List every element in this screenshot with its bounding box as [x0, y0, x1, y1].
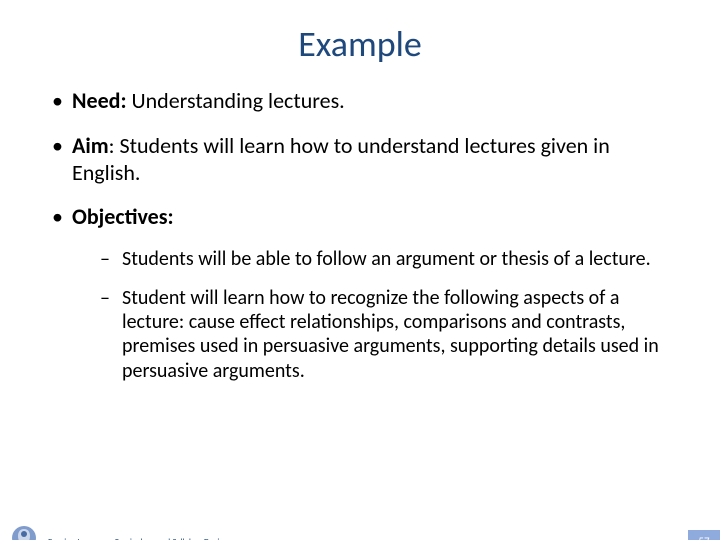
objectives-sublist: Students will be able to follow an argum…: [72, 247, 672, 383]
bullet-aim-label: Aim: [72, 132, 109, 159]
objective-item: Students will be able to follow an argum…: [100, 247, 672, 271]
bullet-aim-text: : Students will learn how to understand …: [72, 132, 610, 186]
bullet-objectives-label: Objectives:: [72, 203, 174, 230]
bullet-list: Need: Understanding lectures. Aim: Stude…: [48, 88, 672, 383]
slide-footer: Foreign Language Curriculum and Syllabus…: [0, 528, 720, 540]
bullet-need-text: Understanding lectures.: [127, 87, 345, 114]
slide: Example Need: Understanding lectures. Ai…: [0, 22, 720, 540]
bullet-aim: Aim: Students will learn how to understa…: [48, 133, 672, 187]
bullet-need: Need: Understanding lectures.: [48, 88, 672, 115]
bullet-need-label: Need:: [72, 87, 127, 114]
page-number: 57: [688, 530, 720, 540]
slide-content: Need: Understanding lectures. Aim: Stude…: [0, 88, 720, 383]
bullet-objectives: Objectives: Students will be able to fol…: [48, 204, 672, 383]
objective-item: Student will learn how to recognize the …: [100, 286, 672, 384]
slide-title: Example: [0, 22, 720, 66]
footer-logo-icon: [10, 524, 38, 540]
